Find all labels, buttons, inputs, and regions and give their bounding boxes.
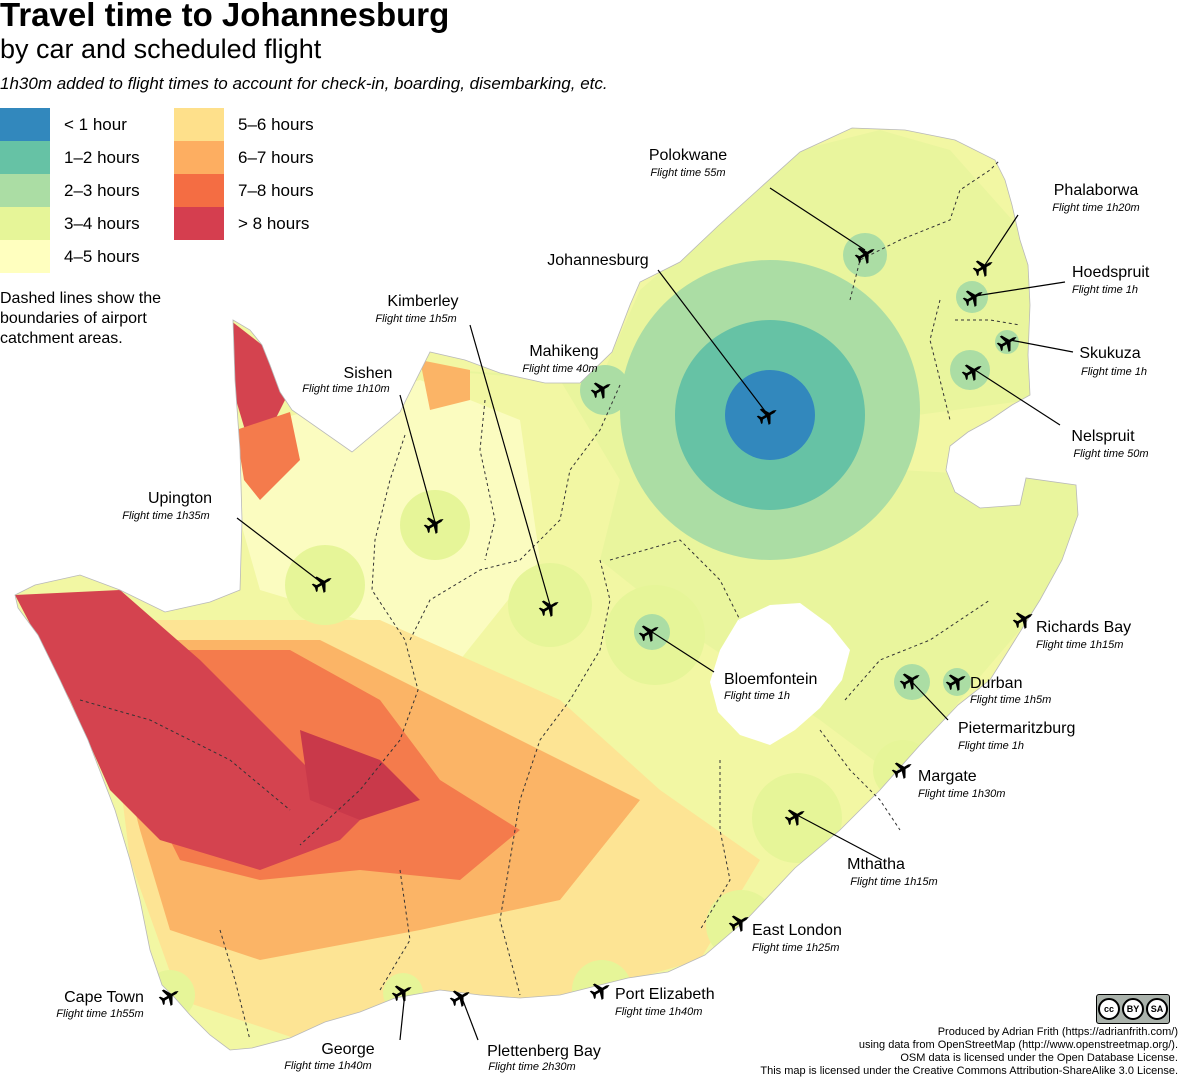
legend-item: 2–3 hours bbox=[0, 174, 170, 207]
legend-swatch bbox=[0, 141, 50, 174]
cc-license-badge: cc BY SA bbox=[1096, 994, 1170, 1024]
flight-pietermaritzburg: Flight time 1h bbox=[958, 740, 1024, 752]
zone-over-8h bbox=[15, 590, 380, 870]
flight-phalaborwa: Flight time 1h20m bbox=[1052, 202, 1139, 214]
label-port-elizabeth: Port Elizabeth bbox=[615, 986, 715, 1003]
flight-port-elizabeth: Flight time 1h40m bbox=[615, 1006, 702, 1018]
label-upington: Upington bbox=[148, 490, 212, 507]
zone-6-7h-north bbox=[420, 360, 470, 410]
by-icon: BY bbox=[1122, 998, 1144, 1020]
legend-label: 3–4 hours bbox=[64, 214, 140, 233]
label-margate: Margate bbox=[918, 768, 977, 785]
flight-polokwane: Flight time 55m bbox=[650, 167, 725, 179]
label-bloemfontein: Bloemfontein bbox=[724, 671, 817, 688]
legend-label: > 8 hours bbox=[238, 214, 310, 233]
label-sishen: Sishen bbox=[344, 365, 393, 382]
legend-item: 5–6 hours bbox=[174, 108, 344, 141]
legend-item: < 1 hour bbox=[0, 108, 170, 141]
flight-george: Flight time 1h40m bbox=[284, 1060, 371, 1072]
label-phalaborwa: Phalaborwa bbox=[1054, 182, 1139, 199]
zone-7-8h-north bbox=[236, 412, 300, 500]
country-outline bbox=[14, 127, 1079, 1051]
sa-icon: SA bbox=[1146, 998, 1168, 1020]
legend-item: 4–5 hours bbox=[0, 240, 170, 273]
legend-swatch bbox=[0, 174, 50, 207]
legend-swatch bbox=[0, 240, 50, 273]
flight-kimberley: Flight time 1h5m bbox=[375, 313, 456, 325]
legend-item: 3–4 hours bbox=[0, 207, 170, 240]
flight-durban: Flight time 1h5m bbox=[970, 694, 1051, 706]
legend-swatch bbox=[174, 174, 224, 207]
label-pietermaritzburg: Pietermaritzburg bbox=[958, 720, 1075, 737]
label-nelspruit: Nelspruit bbox=[1071, 428, 1135, 445]
legend-item: 1–2 hours bbox=[0, 141, 170, 174]
legend-label: 7–8 hours bbox=[238, 181, 314, 200]
airport-labels: Polokwane Flight time 55m Phalaborwa Fli… bbox=[56, 147, 1150, 1073]
label-polokwane: Polokwane bbox=[649, 147, 727, 164]
legend-label: 1–2 hours bbox=[64, 148, 140, 167]
flight-margate: Flight time 1h30m bbox=[918, 788, 1005, 800]
label-kimberley: Kimberley bbox=[387, 293, 458, 310]
credit-line: OSM data is licensed under the Open Data… bbox=[900, 1052, 1178, 1064]
legend-swatch bbox=[0, 108, 50, 141]
credit-line: This map is licensed under the Creative … bbox=[760, 1065, 1178, 1077]
zone-over-8h-central bbox=[300, 730, 420, 820]
map-subtitle: by car and scheduled flight bbox=[0, 34, 322, 64]
credit-line: Produced by Adrian Frith (https://adrian… bbox=[937, 1026, 1178, 1038]
label-george: George bbox=[321, 1041, 374, 1058]
credit-line: using data from OpenStreetMap (http://ww… bbox=[858, 1039, 1178, 1051]
flight-richards-bay: Flight time 1h15m bbox=[1036, 639, 1123, 651]
legend-swatch bbox=[174, 108, 224, 141]
legend-label: 4–5 hours bbox=[64, 247, 140, 266]
legend-label: 2–3 hours bbox=[64, 181, 140, 200]
flight-cape-town: Flight time 1h55m bbox=[56, 1008, 143, 1020]
flight-skukuza: Flight time 1h bbox=[1081, 366, 1147, 378]
legend-swatch bbox=[174, 207, 224, 240]
flight-sishen: Flight time 1h10m bbox=[302, 383, 389, 395]
credits: Produced by Adrian Frith (https://adrian… bbox=[760, 1026, 1178, 1078]
legend-label: 6–7 hours bbox=[238, 148, 314, 167]
label-mthatha: Mthatha bbox=[847, 856, 905, 873]
legend-item: > 8 hours bbox=[174, 207, 344, 240]
flight-east-london: Flight time 1h25m bbox=[752, 942, 839, 954]
legend-label: < 1 hour bbox=[64, 115, 127, 134]
cc-icon: cc bbox=[1098, 998, 1120, 1020]
label-hoedspruit: Hoedspruit bbox=[1072, 264, 1150, 281]
legend-item: 7–8 hours bbox=[174, 174, 344, 207]
flight-nelspruit: Flight time 50m bbox=[1073, 448, 1148, 460]
label-johannesburg: Johannesburg bbox=[547, 252, 648, 269]
zone-over-8h-north bbox=[230, 320, 285, 440]
flight-mthatha: Flight time 1h15m bbox=[850, 876, 937, 888]
flight-upington: Flight time 1h35m bbox=[122, 510, 209, 522]
flight-time-note: 1h30m added to flight times to account f… bbox=[0, 74, 608, 93]
legend-label: 5–6 hours bbox=[238, 115, 314, 134]
legend: < 1 hour 1–2 hours 2–3 hours 3–4 hours 4… bbox=[0, 108, 340, 278]
zone-2-3h-mahikeng bbox=[580, 365, 630, 415]
flight-plettenberg-bay: Flight time 2h30m bbox=[488, 1061, 575, 1073]
label-plettenberg-bay: Plettenberg Bay bbox=[487, 1043, 601, 1060]
catchment-boundaries bbox=[79, 159, 1021, 1041]
flight-hoedspruit: Flight time 1h bbox=[1072, 284, 1138, 296]
legend-item: 6–7 hours bbox=[174, 141, 344, 174]
map-title: Travel time to Johannesburg bbox=[0, 0, 450, 33]
label-durban: Durban bbox=[970, 675, 1022, 692]
eswatini-enclave bbox=[946, 420, 1022, 508]
lesotho-enclave bbox=[710, 603, 850, 745]
legend-swatch bbox=[174, 141, 224, 174]
label-skukuza: Skukuza bbox=[1079, 345, 1140, 362]
flight-bloemfontein: Flight time 1h bbox=[724, 690, 790, 702]
label-east-london: East London bbox=[752, 922, 842, 939]
flight-mahikeng: Flight time 40m bbox=[522, 363, 597, 375]
leader-lines bbox=[236, 187, 1074, 1041]
catchment-note: Dashed lines show the boundaries of airp… bbox=[0, 290, 161, 347]
label-richards-bay: Richards Bay bbox=[1036, 619, 1131, 636]
legend-swatch bbox=[0, 207, 50, 240]
label-mahikeng: Mahikeng bbox=[529, 343, 598, 360]
label-cape-town: Cape Town bbox=[64, 989, 144, 1006]
